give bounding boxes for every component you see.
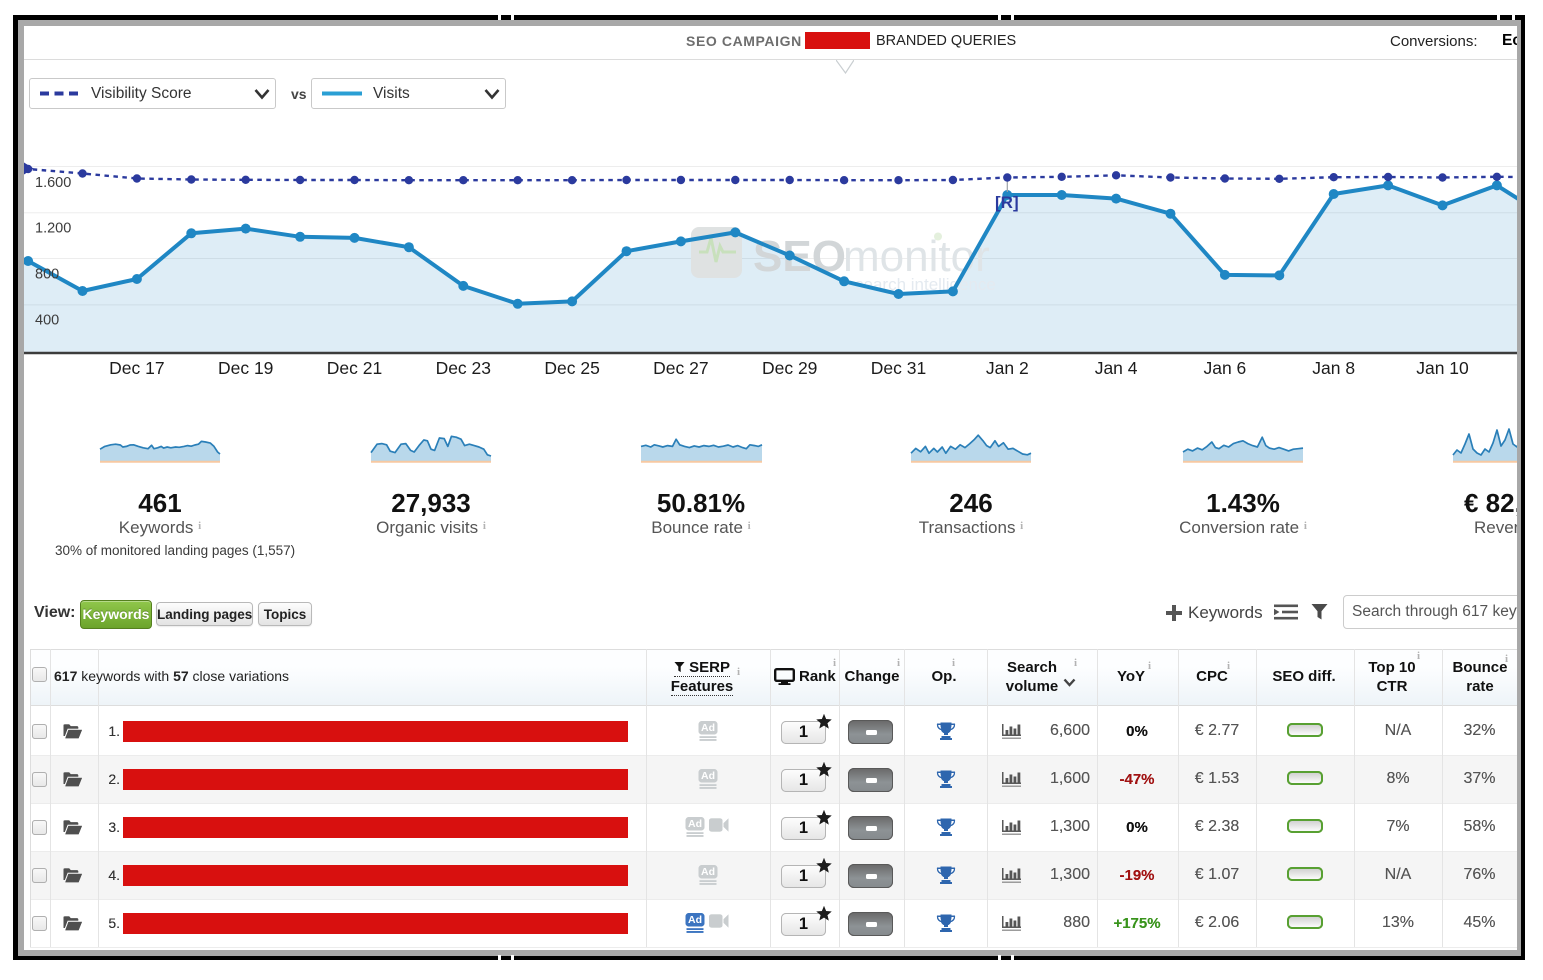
svg-text:monitor: monitor — [843, 232, 990, 281]
svg-text:Dec 29: Dec 29 — [762, 358, 817, 378]
svg-text:Dec 31: Dec 31 — [871, 358, 926, 378]
svg-text:Jan 6: Jan 6 — [1203, 358, 1246, 378]
svg-text:Ad: Ad — [688, 818, 702, 830]
svg-text:Ad: Ad — [701, 770, 715, 782]
svg-text:Dec 17: Dec 17 — [109, 358, 164, 378]
svg-text:Ad: Ad — [701, 722, 715, 734]
svg-text:1.200: 1.200 — [35, 221, 71, 237]
svg-text:Ad: Ad — [688, 914, 702, 926]
svg-text:Dec 25: Dec 25 — [544, 358, 599, 378]
svg-text:400: 400 — [35, 313, 59, 329]
svg-text:Dec 19: Dec 19 — [218, 358, 273, 378]
svg-text:Dec 27: Dec 27 — [653, 358, 708, 378]
svg-text:[R]: [R] — [995, 193, 1019, 212]
svg-text:Jan 2: Jan 2 — [986, 358, 1029, 378]
svg-text:Dec 21: Dec 21 — [327, 358, 382, 378]
svg-text:Jan 4: Jan 4 — [1095, 358, 1138, 378]
svg-text:Jan 10: Jan 10 — [1416, 358, 1469, 378]
svg-text:Jan 8: Jan 8 — [1312, 358, 1355, 378]
svg-text:800: 800 — [35, 267, 59, 283]
svg-text:Ad: Ad — [701, 866, 715, 878]
svg-text:1.600: 1.600 — [35, 175, 71, 191]
svg-text:Dec 23: Dec 23 — [436, 358, 491, 378]
